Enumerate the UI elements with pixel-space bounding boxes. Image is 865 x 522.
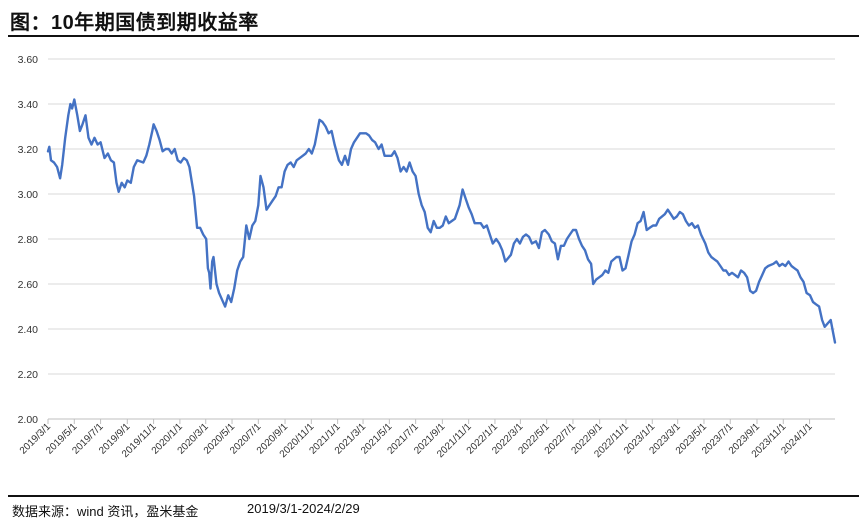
y-axis-ticks: 2.00 2.20 2.40 2.60 2.80 3.00 3.20 3.40 3.60	[18, 54, 39, 426]
title-rule	[8, 35, 859, 37]
series-group	[46, 98, 837, 344]
y-tick-label: 2.80	[18, 234, 39, 246]
y-tick-label: 3.40	[18, 99, 39, 111]
data-source: 数据来源：wind 资讯，盈米基金	[12, 504, 199, 519]
y-tick-label: 2.60	[18, 279, 39, 291]
date-range: 2019/3/1-2024/2/29	[247, 501, 360, 516]
y-tick-label: 3.20	[18, 144, 39, 156]
y-tick-label: 3.60	[18, 54, 39, 66]
y-tick-label: 2.40	[18, 324, 39, 336]
y-tick-label: 3.00	[18, 189, 39, 201]
chart-title: 图：10年期国债到期收益率	[10, 12, 259, 34]
y-tick-label: 2.20	[18, 369, 39, 381]
gridlines	[48, 58, 835, 420]
series-line	[46, 98, 837, 344]
x-axis-ticks: 2019/3/12019/5/12019/7/12019/9/12019/11/…	[18, 419, 815, 460]
footer-rule	[8, 495, 859, 497]
y-tick-label: 2.00	[18, 414, 39, 426]
